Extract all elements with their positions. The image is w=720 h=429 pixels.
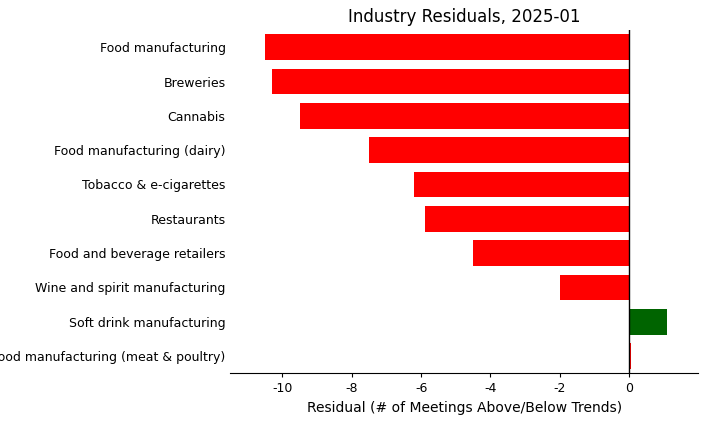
Bar bbox=[369, 137, 629, 163]
Bar bbox=[629, 309, 667, 335]
Title: Industry Residuals, 2025-01: Industry Residuals, 2025-01 bbox=[348, 8, 580, 26]
Bar bbox=[629, 343, 631, 369]
Bar bbox=[473, 240, 629, 266]
Bar bbox=[272, 69, 629, 94]
Bar bbox=[265, 34, 629, 60]
Bar bbox=[425, 206, 629, 232]
Bar bbox=[414, 172, 629, 197]
Bar bbox=[300, 103, 629, 129]
Bar bbox=[559, 275, 629, 300]
X-axis label: Residual (# of Meetings Above/Below Trends): Residual (# of Meetings Above/Below Tren… bbox=[307, 401, 622, 415]
